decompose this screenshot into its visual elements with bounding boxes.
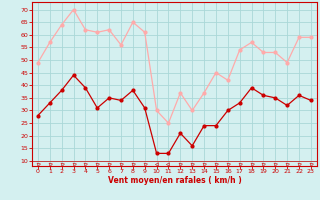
X-axis label: Vent moyen/en rafales ( km/h ): Vent moyen/en rafales ( km/h ) <box>108 176 241 185</box>
